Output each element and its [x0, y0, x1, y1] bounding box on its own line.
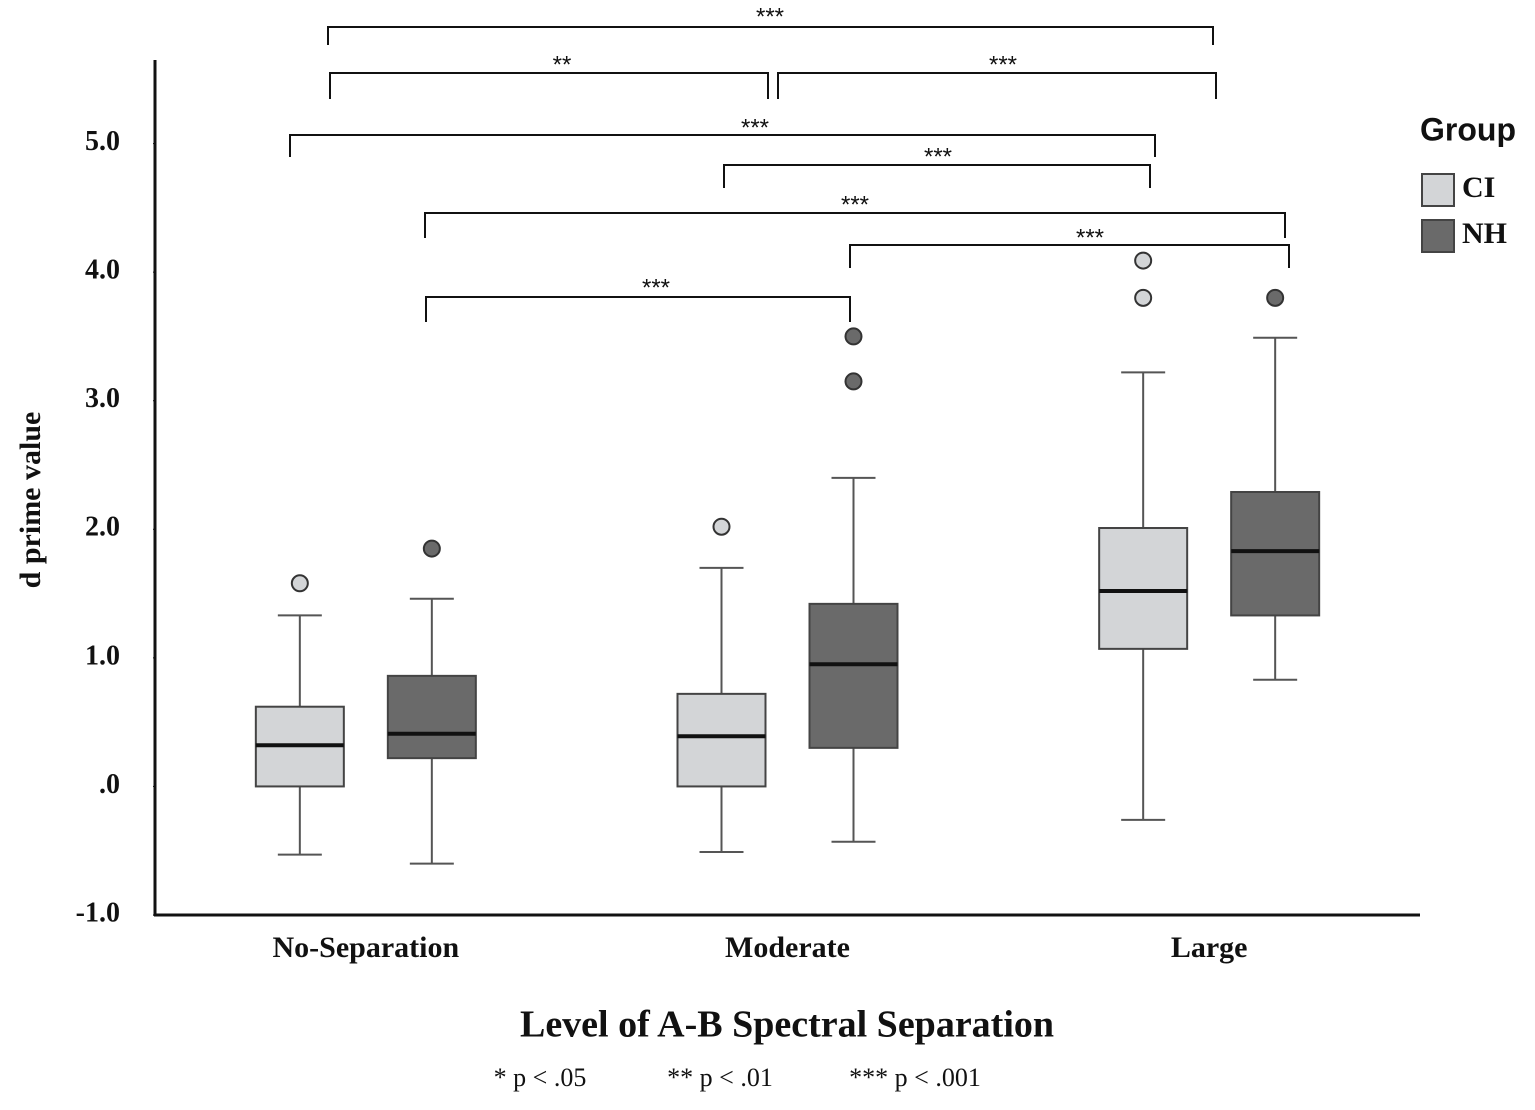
x-tick-label: Large: [1171, 931, 1248, 964]
outlier: [422, 539, 441, 558]
outlier: [1134, 251, 1153, 270]
footnote: * p < .05: [494, 1063, 587, 1092]
box: [676, 692, 767, 788]
y-tick-label: 5.0: [85, 126, 120, 157]
significance-label: **: [553, 51, 572, 78]
outlier: [290, 574, 309, 593]
significance-label: ***: [642, 274, 670, 301]
y-tick-label: .0: [99, 769, 120, 800]
box: [808, 602, 899, 749]
significance-label: ***: [1076, 224, 1104, 251]
box: [1230, 491, 1321, 617]
significance-bracket: [329, 72, 769, 99]
significance-label: ***: [741, 114, 769, 141]
significance-bracket: [425, 296, 851, 322]
box: [1098, 527, 1189, 650]
legend-swatch: [1421, 219, 1455, 253]
significance-bracket: [289, 134, 1156, 157]
footnote: *** p < .001: [849, 1063, 981, 1092]
y-tick-label: 4.0: [85, 255, 120, 286]
significance-bracket: [849, 244, 1290, 268]
outlier: [1134, 288, 1153, 307]
legend-label: NH: [1462, 217, 1507, 250]
x-axis-label: Level of A-B Spectral Separation: [520, 1004, 1054, 1046]
x-tick-label: Moderate: [725, 931, 850, 964]
x-tick-label: No-Separation: [272, 931, 459, 964]
significance-bracket: [424, 212, 1286, 238]
significance-label: ***: [756, 3, 784, 30]
outlier: [844, 327, 863, 346]
significance-bracket: [777, 72, 1217, 99]
outlier: [844, 372, 863, 391]
significance-label: ***: [841, 191, 869, 218]
outlier: [712, 517, 731, 536]
y-tick-label: 3.0: [85, 383, 120, 414]
y-tick-label: 1.0: [85, 640, 120, 671]
significance-label: ***: [989, 51, 1017, 78]
y-tick-label: 2.0: [85, 512, 120, 543]
y-axis-label: d prime value: [14, 412, 47, 589]
legend-label: CI: [1462, 171, 1495, 204]
box: [386, 674, 477, 760]
significance-label: ***: [924, 143, 952, 170]
y-tick-label: -1.0: [76, 897, 120, 928]
significance-bracket: [327, 26, 1214, 45]
legend-title: Group: [1420, 111, 1516, 147]
significance-bracket: [723, 164, 1151, 188]
legend-swatch: [1421, 173, 1455, 207]
footnote: ** p < .01: [667, 1063, 773, 1092]
outlier: [1266, 288, 1285, 307]
